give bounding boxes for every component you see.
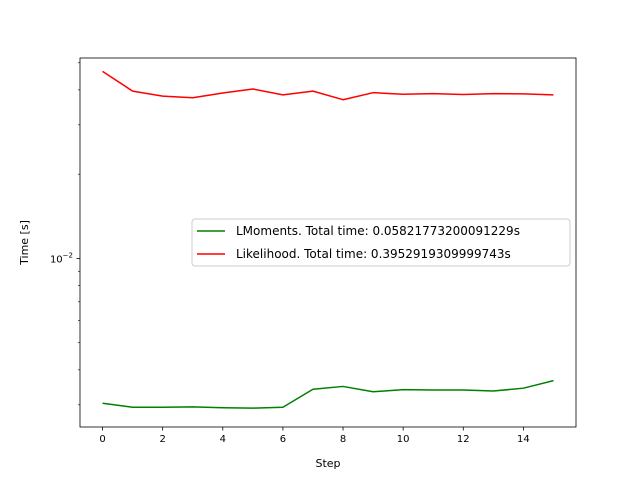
legend-label-likelihood: Likelihood. Total time: 0.39529193099997… [236,247,511,261]
y-tick-label: 10−2 [50,251,73,265]
plot-frame [79,57,577,428]
x-tick-label: 4 [220,434,226,445]
series-line-0 [102,379,554,409]
legend-label-lmoments: LMoments. Total time: 0.0582177320009122… [236,224,520,238]
x-tick-label: 0 [99,434,105,445]
x-axis-label: Step [315,457,340,470]
x-tick-label: 10 [397,434,410,445]
series-line-1 [102,70,554,101]
x-tick-label: 6 [280,434,286,445]
x-tick-label: 12 [457,434,470,445]
y-axis-label: Time [s] [18,220,31,266]
y-axis-ticks: 10−2 [50,251,80,265]
legend-box [191,218,571,267]
x-axis-ticks: 0 2 4 6 8 10 12 14 [99,427,530,445]
x-tick-label: 2 [159,434,165,445]
x-tick-label: 8 [340,434,346,445]
x-tick-label: 14 [517,434,530,445]
plot-lines [102,70,554,409]
legend: LMoments. Total time: 0.0582177320009122… [191,218,571,267]
